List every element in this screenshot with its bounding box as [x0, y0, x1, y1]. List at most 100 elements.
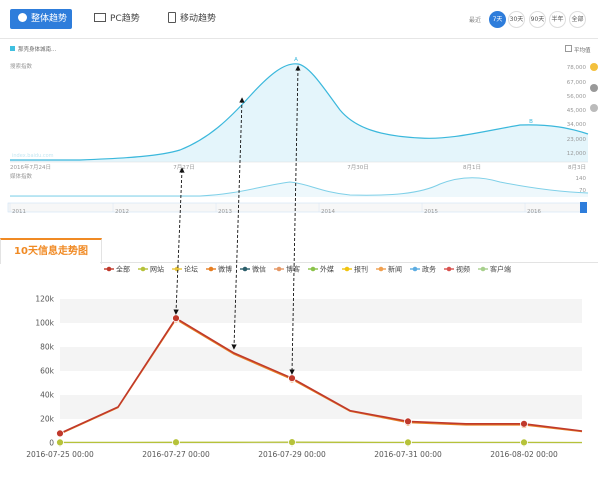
- legend-marker[interactable]: [242, 266, 248, 272]
- timeline-year: 2011: [12, 209, 26, 215]
- checkbox[interactable]: [565, 45, 572, 52]
- search-x-label: 2016年7月24日: [10, 163, 51, 171]
- search-line: [10, 63, 589, 161]
- legend-marker[interactable]: [344, 266, 350, 272]
- search-x-label: 7月30日: [347, 164, 369, 171]
- search-y-tick: 34,000: [567, 122, 587, 128]
- data-point[interactable]: [520, 438, 528, 447]
- x-tick-label: 2016-07-25 00:00: [26, 450, 94, 459]
- legend-label[interactable]: 外媒: [320, 265, 334, 274]
- trend-tab-bar: 整体趋势 PC趋势 移动趋势 最近 7天 30天 90天 半年 全部: [0, 0, 598, 39]
- data-point[interactable]: [404, 438, 412, 447]
- correlation-arrow: [231, 97, 245, 350]
- search-y-tick: 56,000: [567, 94, 587, 100]
- data-point[interactable]: [172, 314, 180, 323]
- y-tick-label: 20k: [40, 415, 55, 424]
- timeline-year: 2013: [218, 209, 232, 215]
- correlation-arrows: [173, 65, 301, 375]
- chart-legend: 全部 网站 论坛 微博 微信 博客 外媒 报刊 新闻 政务 视频 客户端: [104, 265, 511, 274]
- average-toggle[interactable]: 平均值: [565, 45, 591, 54]
- refresh-icon[interactable]: [590, 84, 598, 92]
- range-all[interactable]: 全部: [569, 11, 586, 28]
- media-line: [10, 177, 589, 197]
- timeline-year: 2014: [321, 209, 335, 215]
- legend-label[interactable]: 全部: [116, 265, 130, 274]
- legend-swatch: [10, 46, 15, 51]
- legend-label[interactable]: 视频: [456, 265, 470, 274]
- data-point[interactable]: [288, 374, 296, 383]
- settings-icon[interactable]: [590, 104, 598, 112]
- legend-label[interactable]: 微博: [218, 265, 232, 274]
- y-tick-label: 0: [49, 439, 54, 448]
- grid-band: [60, 299, 582, 323]
- legend-label[interactable]: 网站: [150, 265, 164, 274]
- legend-marker[interactable]: [412, 266, 418, 272]
- top-legend[interactable]: 那壳身体城南...: [10, 45, 56, 53]
- data-point[interactable]: [56, 429, 64, 438]
- legend-label[interactable]: 论坛: [184, 265, 198, 274]
- media-tick-140: 140: [576, 176, 587, 182]
- data-point[interactable]: [288, 438, 296, 447]
- timeline-years: 2011 2012 2013 2014 2015 2016: [9, 203, 541, 215]
- range-30-days[interactable]: 30天: [508, 11, 525, 28]
- legend-marker[interactable]: [174, 266, 180, 272]
- range-half-year[interactable]: 半年: [549, 11, 566, 28]
- series-lines: [56, 314, 583, 447]
- y-tick-label: 60k: [40, 367, 55, 376]
- timeline-year: 2012: [115, 209, 129, 215]
- x-tick-label: 2016-07-31 00:00: [374, 450, 442, 459]
- search-y-tick: 45,000: [567, 108, 587, 114]
- chart-title-tab[interactable]: 10天信息走势图: [0, 238, 102, 264]
- data-point[interactable]: [520, 419, 528, 428]
- timeline-year: 2016: [527, 209, 541, 215]
- tab-mobile-trend[interactable]: 移动趋势: [168, 9, 216, 29]
- legend-label[interactable]: 报刊: [354, 265, 368, 274]
- legend-marker[interactable]: [378, 266, 384, 272]
- legend-marker[interactable]: [208, 266, 214, 272]
- data-point[interactable]: [404, 417, 412, 426]
- timeline-handle[interactable]: [580, 202, 587, 213]
- watermark: index.baidu.com: [12, 153, 54, 159]
- legend-label[interactable]: 新闻: [388, 265, 402, 274]
- star-icon[interactable]: [590, 63, 598, 71]
- legend-marker[interactable]: [276, 266, 282, 272]
- y-tick-label: 100k: [35, 319, 54, 328]
- legend-label[interactable]: 政务: [422, 265, 436, 274]
- search-y-ticks: 78,000 67,000 56,000 45,000 34,000 23,000 12,0…: [567, 65, 587, 157]
- tab-pc-trend[interactable]: PC趋势: [94, 9, 140, 29]
- x-tick-label: 2016-07-27 00:00: [142, 450, 210, 459]
- legend-marker[interactable]: [106, 266, 112, 272]
- legend-label[interactable]: 微信: [252, 265, 266, 274]
- search-y-tick: 78,000: [567, 65, 587, 71]
- grid-bands: [60, 299, 582, 444]
- range-90-days[interactable]: 90天: [529, 11, 546, 28]
- legend-label[interactable]: 客户端: [490, 265, 511, 274]
- tab-overall-trend[interactable]: 整体趋势: [10, 9, 72, 29]
- y-tick-label: 40k: [40, 391, 55, 400]
- search-y-tick: 23,000: [567, 137, 587, 143]
- search-y-tick: 12,000: [567, 151, 587, 157]
- grid-band: [60, 347, 582, 371]
- phone-icon: [168, 12, 176, 23]
- legend-label[interactable]: 博客: [286, 265, 300, 274]
- search-x-label: 8月1日: [463, 164, 481, 171]
- range-label: 最近: [469, 17, 482, 24]
- range-7-days[interactable]: 7天: [489, 11, 506, 28]
- legend-marker[interactable]: [140, 266, 146, 272]
- correlation-arrow: [289, 65, 301, 375]
- search-x-label: 8月3日: [568, 164, 586, 171]
- y-tick-label: 120k: [35, 295, 54, 304]
- peak-marker-a: A: [294, 57, 298, 63]
- y-axis-ticks: 0 20k 40k 60k 80k 100k 120k: [35, 295, 54, 448]
- series-line: [59, 317, 583, 435]
- data-point[interactable]: [172, 438, 180, 447]
- x-tick-label: 2016-08-02 00:00: [490, 450, 558, 459]
- grid-band: [60, 395, 582, 419]
- monitor-icon: [94, 13, 106, 22]
- legend-marker[interactable]: [480, 266, 486, 272]
- legend-marker[interactable]: [310, 266, 316, 272]
- media-tick-70: 70: [579, 188, 586, 194]
- data-point[interactable]: [56, 438, 64, 447]
- legend-marker[interactable]: [446, 266, 452, 272]
